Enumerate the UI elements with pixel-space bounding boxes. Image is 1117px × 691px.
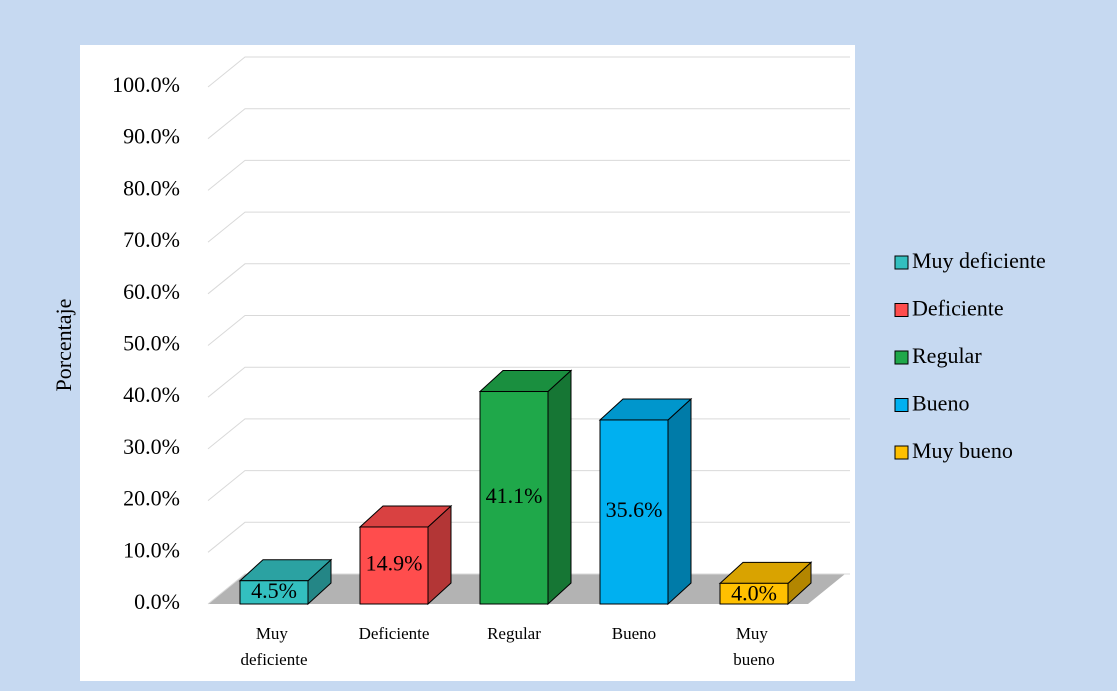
data-label: 35.6%: [606, 497, 663, 522]
x-tick-label: Muy deficiente: [240, 624, 307, 669]
legend-swatch: [894, 350, 909, 365]
data-label: 14.9%: [366, 551, 423, 576]
legend-label: Muy deficiente: [912, 248, 1046, 273]
bar-front: [479, 391, 549, 605]
y-tick-label: 50.0%: [123, 331, 180, 356]
bar: [478, 369, 573, 606]
legend-label: Deficiente: [912, 296, 1004, 321]
grid-line: [207, 211, 850, 243]
grid-line: [207, 366, 850, 398]
data-label: 4.0%: [731, 580, 777, 605]
legend-label: Muy bueno: [912, 438, 1013, 463]
y-tick-label: 20.0%: [123, 486, 180, 511]
bar-front: [359, 526, 429, 605]
legend-label: Bueno: [912, 391, 969, 416]
legend-swatch: [894, 398, 909, 412]
y-tick-label: 0.0%: [134, 589, 180, 614]
bar: [358, 504, 453, 606]
grid-line: [207, 315, 850, 346]
grid-line: [207, 56, 850, 88]
legend-swatch: [894, 255, 909, 270]
y-tick-label: 90.0%: [123, 124, 180, 149]
grid-line: [207, 263, 850, 295]
y-tick-label: 80.0%: [123, 175, 180, 200]
bar-side: [667, 397, 692, 606]
x-tick-label: Deficiente: [359, 624, 430, 643]
bar: [718, 561, 813, 606]
x-tick-label: Muy bueno: [733, 624, 775, 669]
x-tick-label: Bueno: [612, 624, 656, 643]
y-tick-label: 10.0%: [123, 537, 180, 562]
legend-label: Regular: [912, 343, 982, 368]
bar: [238, 558, 333, 606]
y-tick-label: 60.0%: [123, 279, 180, 304]
y-tick-label: 30.0%: [123, 434, 180, 459]
bar-front: [239, 580, 309, 605]
bar-front: [719, 582, 789, 605]
x-tick-label: Regular: [487, 624, 541, 643]
bar-front: [599, 419, 669, 605]
data-label: 41.1%: [486, 483, 543, 508]
legend-swatch: [894, 303, 909, 317]
grid-line: [207, 108, 850, 140]
y-axis-title: Porcentaje: [51, 299, 76, 392]
bar-side: [547, 369, 572, 606]
y-tick-label: 100.0%: [112, 72, 180, 97]
y-tick-label: 40.0%: [123, 382, 180, 407]
y-tick-label: 70.0%: [123, 227, 180, 252]
data-label: 4.5%: [251, 578, 297, 603]
bar: [598, 397, 693, 606]
grid-line: [207, 159, 850, 191]
legend-swatch: [894, 445, 909, 460]
